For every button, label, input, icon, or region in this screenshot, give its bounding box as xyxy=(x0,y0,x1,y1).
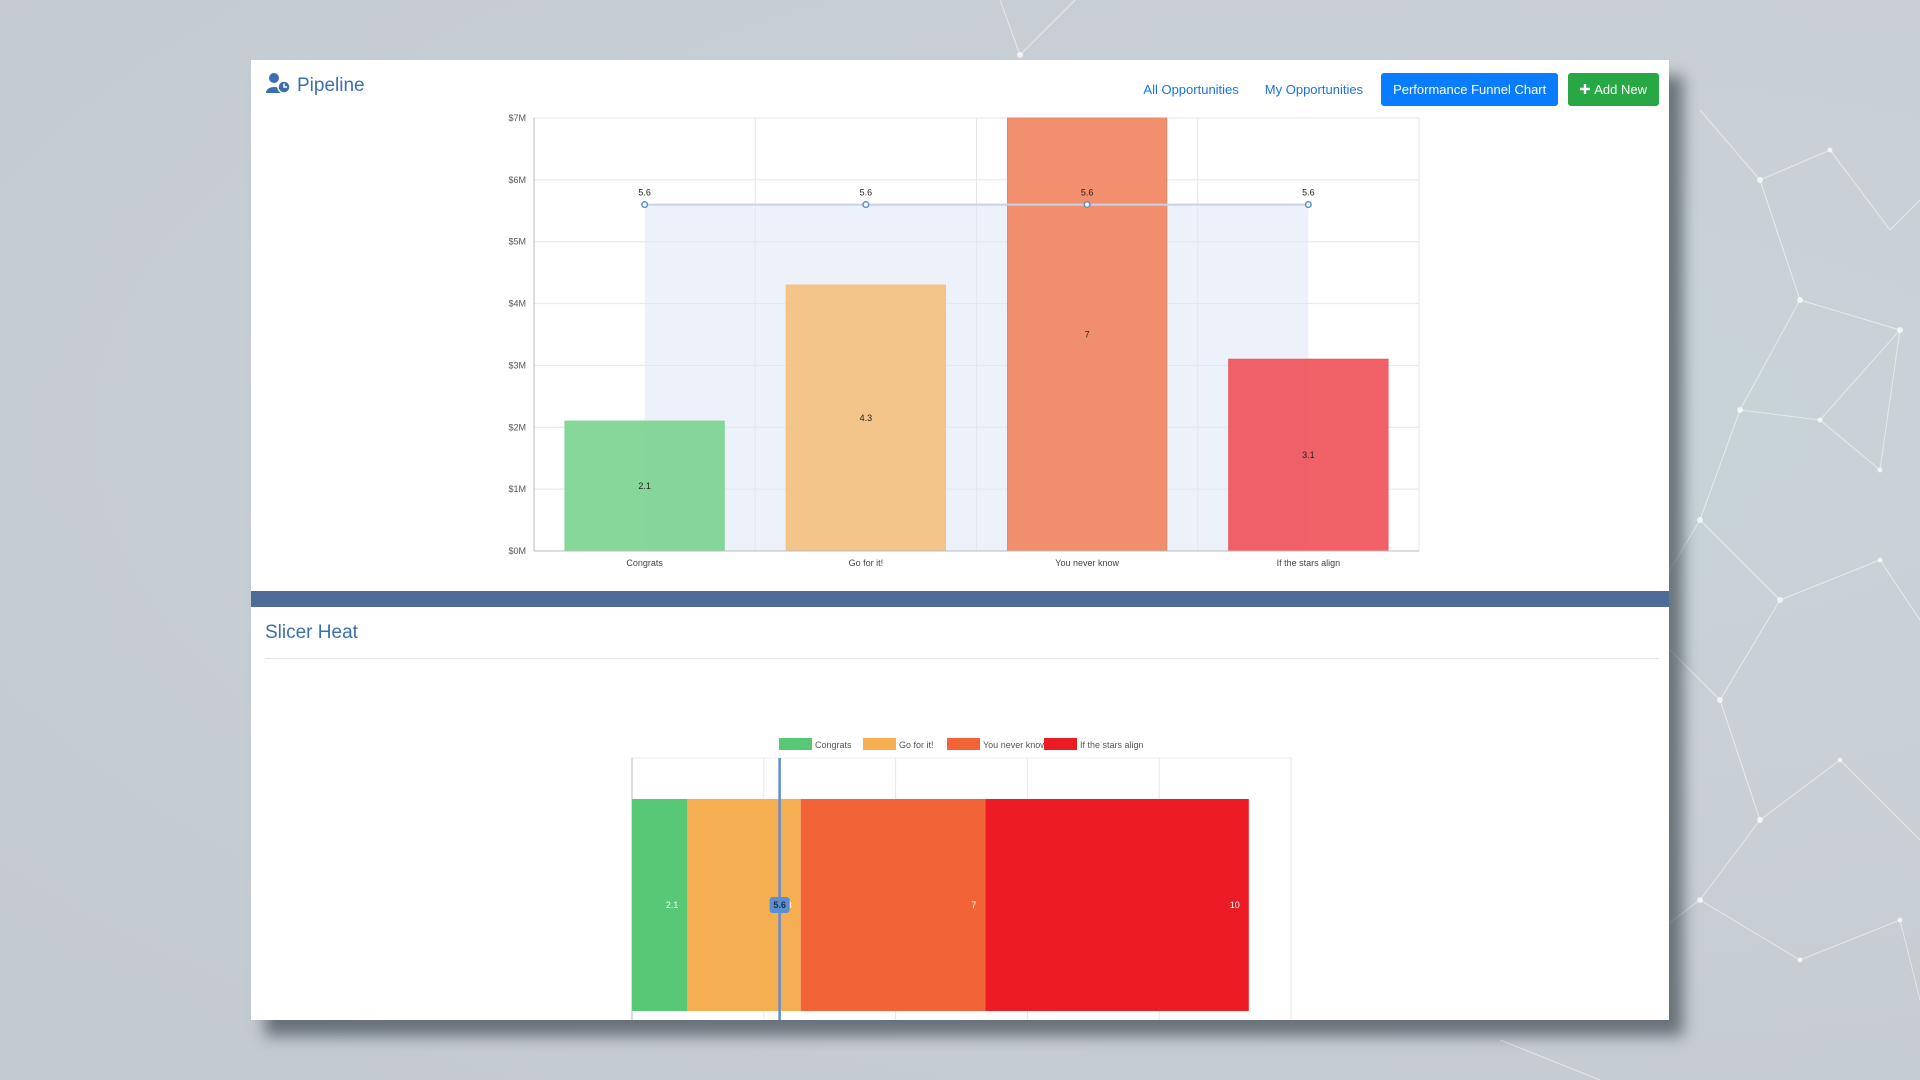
category-label: You never know xyxy=(1055,558,1119,568)
y-tick-label: $3M xyxy=(508,360,526,370)
bar-4 xyxy=(1228,358,1389,552)
legend-swatch xyxy=(779,738,812,750)
y-tick-label: $7M xyxy=(508,113,526,123)
section-divider xyxy=(251,591,1669,607)
main-panel: Pipeline All Opportunities My Opportunit… xyxy=(251,60,1669,1020)
legend-label: Go for it! xyxy=(899,740,934,750)
y-tick-label: $5M xyxy=(508,237,526,247)
legend-swatch xyxy=(947,738,980,750)
target-point-label: 5.6 xyxy=(638,188,651,198)
target-point xyxy=(1304,201,1312,209)
stack-segment-4 xyxy=(985,799,1249,1011)
slicer-heat-chart: Congrats Go for it! You never know If the s… xyxy=(631,738,1292,1020)
header-nav: All Opportunities My Opportunities Perfo… xyxy=(1135,73,1659,106)
bar-data-label: 3.1 xyxy=(1302,450,1315,460)
bar-1 xyxy=(564,420,725,552)
user-clock-icon xyxy=(265,72,291,99)
add-new-label: Add New xyxy=(1594,82,1647,97)
line-area-fill xyxy=(644,204,1309,551)
page-title: Pipeline xyxy=(297,74,365,96)
slicer-heat-title: Slicer Heat xyxy=(265,622,358,643)
pipeline-bar-chart: $0M $1M $2M $3M $4M $5M $6M $7M 2.1 4.3 7 3.1 5.6 5.6… xyxy=(508,113,1420,568)
category-label: Congrats xyxy=(626,558,663,568)
y-tick-label: $2M xyxy=(508,422,526,432)
target-point xyxy=(641,201,649,209)
category-label: If the stars align xyxy=(1277,558,1341,568)
plus-icon xyxy=(1580,82,1591,97)
y-tick-label: $0M xyxy=(508,546,526,556)
stack-segment-1 xyxy=(632,799,688,1011)
stack-segment-3 xyxy=(800,799,986,1011)
legend-label: If the stars align xyxy=(1080,740,1144,750)
marker-badge xyxy=(769,897,790,913)
bar-data-label: 7 xyxy=(1085,330,1090,340)
legend-label: You never know xyxy=(983,740,1047,750)
my-opportunities-link[interactable]: My Opportunities xyxy=(1264,82,1364,97)
marker-label: 5.6 xyxy=(773,900,786,910)
bar-data-label: 2.1 xyxy=(638,481,651,491)
y-tick-label: $6M xyxy=(508,175,526,185)
segment-data-label: 7 xyxy=(971,900,976,910)
y-tick-label: $4M xyxy=(508,299,526,309)
target-point-label: 5.6 xyxy=(860,188,873,198)
legend-swatch xyxy=(1044,738,1077,750)
bar-data-label: 4.3 xyxy=(860,413,873,423)
legend-label: Congrats xyxy=(815,740,852,750)
target-point-label: 5.6 xyxy=(1081,188,1094,198)
all-opportunities-link[interactable]: All Opportunities xyxy=(1143,82,1239,97)
add-new-button[interactable]: Add New xyxy=(1568,73,1659,106)
segment-data-label: 10 xyxy=(1230,900,1240,910)
target-point xyxy=(1083,201,1091,209)
performance-funnel-chart-button[interactable]: Performance Funnel Chart xyxy=(1381,73,1559,106)
bar-2 xyxy=(785,284,947,552)
bar-3 xyxy=(1006,117,1168,552)
segment-data-label: 2.1 xyxy=(666,900,679,910)
page-header: Pipeline xyxy=(265,72,365,99)
legend-swatch xyxy=(863,738,896,750)
category-label: Go for it! xyxy=(849,558,884,568)
target-point xyxy=(862,201,870,209)
target-point-label: 5.6 xyxy=(1302,188,1315,198)
section-rule xyxy=(265,658,1659,659)
y-tick-label: $1M xyxy=(508,484,526,494)
